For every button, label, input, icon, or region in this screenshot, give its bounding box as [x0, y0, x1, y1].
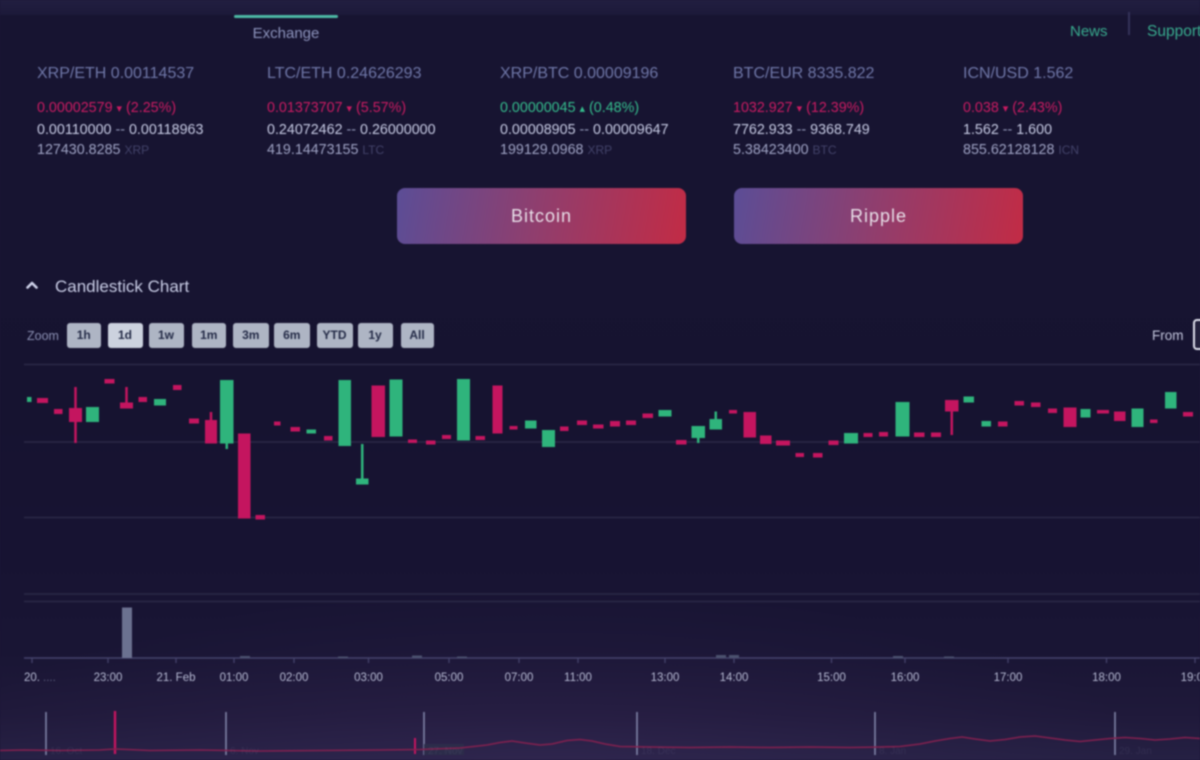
svg-text:21. Feb: 21. Feb	[157, 672, 196, 684]
svg-text:18:00: 18:00	[1092, 672, 1121, 684]
svg-text:23:00: 23:00	[94, 672, 123, 684]
svg-text:05:00: 05:00	[435, 672, 464, 684]
svg-text:03:00: 03:00	[354, 672, 383, 684]
svg-text:07:00: 07:00	[505, 672, 534, 684]
svg-text:11:00: 11:00	[564, 672, 592, 684]
svg-text:15:00: 15:00	[817, 672, 846, 684]
svg-text:16:00: 16:00	[891, 672, 920, 684]
svg-text:....: ....	[43, 672, 56, 684]
svg-text:13:00: 13:00	[651, 672, 680, 684]
svg-text:29. Jan: 29. Jan	[1119, 746, 1152, 757]
svg-text:02:00: 02:00	[280, 672, 309, 684]
svg-text:18. Dec: 18. Dec	[641, 746, 675, 757]
svg-text:8. Jan: 8. Jan	[879, 746, 906, 757]
svg-text:17:00: 17:00	[994, 672, 1023, 684]
svg-text:16. Oct: 16. Oct	[50, 746, 82, 757]
svg-text:27. Nov: 27. Nov	[428, 746, 462, 757]
svg-text:14:00: 14:00	[720, 672, 749, 684]
svg-text:6. Nov: 6. Nov	[230, 746, 259, 757]
svg-text:20.: 20.	[24, 672, 40, 684]
svg-text:01:00: 01:00	[220, 672, 249, 684]
svg-text:19:00: 19:00	[1181, 672, 1200, 684]
